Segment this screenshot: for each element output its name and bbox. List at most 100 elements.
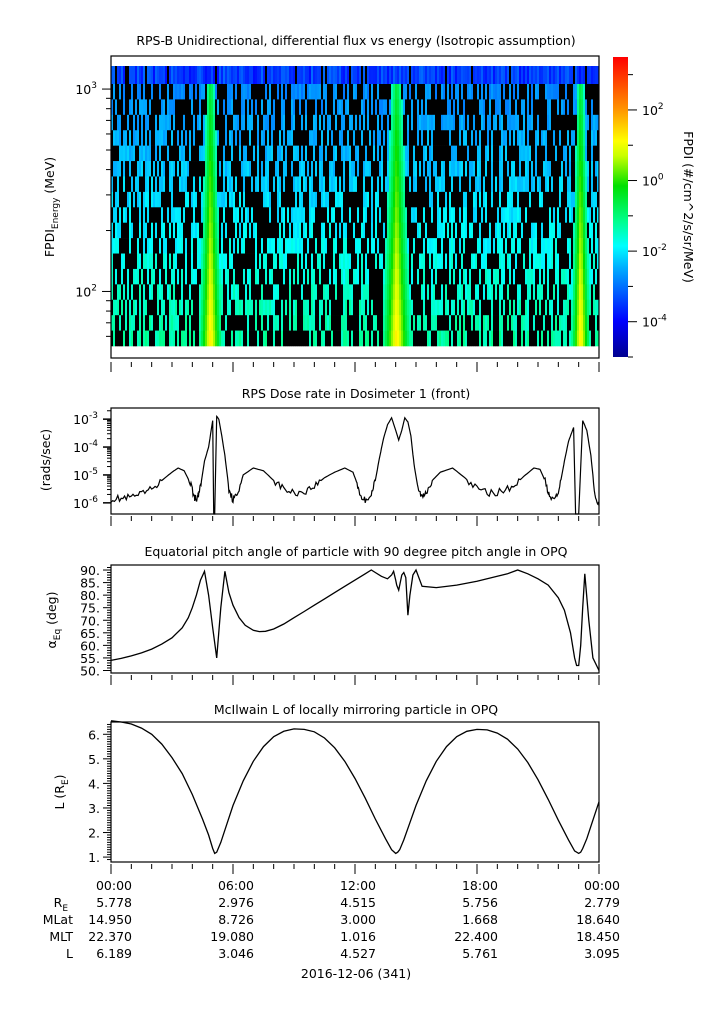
spectrogram-cell: [413, 315, 416, 331]
spectrogram-cell: [355, 145, 358, 162]
spectrogram-cell: [399, 315, 402, 331]
spectrogram-cell: [325, 207, 328, 224]
spectrogram-cell: [581, 191, 584, 208]
colorbar-tick-label: 10-2: [642, 243, 667, 259]
spectrogram-cell: [385, 130, 388, 146]
spectrogram-cell: [195, 253, 198, 270]
spectrogram-cell: [331, 330, 334, 347]
spectrogram-cell: [527, 207, 530, 224]
spectrogram-cell: [163, 114, 166, 131]
spectrogram-cell: [253, 66, 256, 84]
spectrogram-cell: [341, 161, 344, 177]
spectrogram-cell: [573, 161, 576, 177]
spectrogram-cell: [119, 191, 122, 208]
spectrogram-cell: [119, 284, 122, 301]
spectrogram-cell: [475, 191, 478, 208]
spectrogram-cell: [323, 222, 326, 239]
spectrogram-cell: [111, 84, 114, 100]
spectrogram-cell: [387, 130, 390, 146]
spectrogram-cell: [287, 84, 290, 100]
spectrogram-cell: [341, 330, 344, 347]
spectrogram-cell: [331, 130, 334, 146]
spectrogram-cell: [521, 114, 524, 131]
spectrogram-cell: [453, 284, 456, 301]
spectrogram-cell: [573, 238, 576, 254]
spectrogram-cell: [467, 238, 470, 254]
spectrogram-cell: [487, 176, 490, 193]
spectrogram-cell: [217, 145, 220, 162]
spectrogram-cell: [237, 330, 240, 347]
spectrogram-cell: [531, 330, 534, 347]
spectrogram-cell: [167, 99, 170, 116]
spectrogram-cell: [285, 268, 288, 285]
spectrogram-cell: [445, 315, 448, 331]
spectrogram-cell: [243, 222, 246, 239]
spectrogram-cell: [511, 114, 514, 131]
spectrogram-cell: [559, 176, 562, 193]
spectrogram-cell: [535, 145, 538, 162]
spectrogram-cell: [463, 145, 466, 162]
spectrogram-cell: [551, 330, 554, 347]
spectrogram-cell: [265, 284, 268, 301]
spectrogram-cell: [409, 268, 412, 285]
spectrogram-cell: [189, 66, 192, 84]
spectrogram-cell: [337, 330, 340, 347]
spectrogram-cell: [413, 222, 416, 239]
spectrogram-cell: [479, 161, 482, 177]
spectrogram-cell: [123, 176, 126, 193]
spectrogram-cell: [161, 191, 164, 208]
spectrogram-cell: [243, 191, 246, 208]
spectrogram-cell: [273, 253, 276, 270]
spectrogram-cell: [389, 191, 392, 208]
spectrogram-cell: [447, 84, 450, 100]
spectrogram-cell: [137, 84, 140, 100]
spectrogram-cell: [311, 284, 314, 301]
spectrogram-cell: [583, 114, 586, 131]
spectrogram-cell: [543, 145, 546, 162]
spectrogram-cell: [149, 130, 152, 146]
spectrogram-cell: [471, 253, 474, 270]
spectrogram-cell: [485, 130, 488, 146]
spectrogram-cell: [301, 268, 304, 285]
spectrogram-cell: [361, 66, 364, 84]
spectrogram-cell: [339, 284, 342, 301]
spectrogram-cell: [525, 99, 528, 116]
spectrogram-cell: [295, 238, 298, 254]
spectrogram-cell: [385, 114, 388, 131]
spectrogram-cell: [331, 268, 334, 285]
spectrogram-cell: [235, 176, 238, 193]
spectrogram-cell: [269, 176, 272, 193]
spectrogram-cell: [311, 191, 314, 208]
spectrogram-cell: [593, 130, 596, 146]
spectrogram-cell: [513, 99, 516, 116]
spectrogram-cell: [239, 145, 242, 162]
spectrogram-cell: [441, 222, 444, 239]
spectrogram-cell: [465, 114, 468, 131]
spectrogram-cell: [563, 130, 566, 146]
spectrogram-cell: [125, 99, 128, 116]
spectrogram-cell: [499, 253, 502, 270]
spectrogram-cell: [219, 238, 222, 254]
spectrogram-cell: [417, 330, 420, 347]
spectrogram-cell: [559, 299, 562, 316]
spectrogram-cell: [451, 84, 454, 100]
spectrogram-cell: [389, 84, 392, 100]
spectrogram-cell: [477, 130, 480, 146]
spectrogram-cell: [325, 99, 328, 116]
spectrogram-cell: [449, 330, 452, 347]
spectrogram-cell: [147, 268, 150, 285]
spectrogram-cell: [421, 99, 424, 116]
spectrogram-cell: [451, 222, 454, 239]
spectrogram-cell: [283, 315, 286, 331]
spectrogram-cell: [203, 145, 206, 162]
spectrogram-cell: [337, 222, 340, 239]
spectrogram-cell: [537, 268, 540, 285]
spectrogram-cell: [419, 66, 422, 84]
spectrogram-cell: [569, 66, 572, 84]
spectrogram-cell: [555, 66, 558, 84]
spectrogram-cell: [419, 284, 422, 301]
spectrogram-cell: [199, 238, 202, 254]
spectrogram-cell: [235, 66, 238, 84]
spectrogram-cell: [413, 99, 416, 116]
spectrogram-cell: [395, 66, 398, 84]
